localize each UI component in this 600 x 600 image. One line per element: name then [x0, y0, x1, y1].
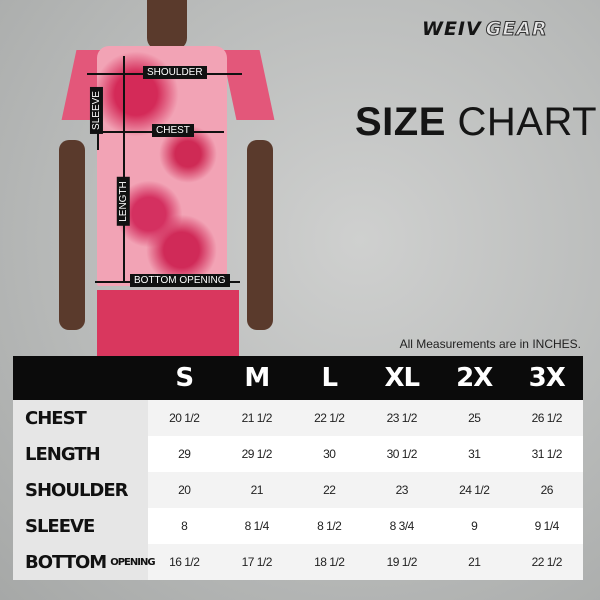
shorts	[97, 290, 239, 356]
table-row: BOTTOM OPENING 16 1/2 17 1/2 18 1/2 19 1/2 21 2…	[13, 544, 583, 580]
table-row: SHOULDER 20 21 22 23 24 1/2 26	[13, 472, 583, 508]
table-cell: 8 3/4	[389, 519, 415, 533]
table-cell: 30	[323, 447, 336, 461]
row-label: LENGTH	[13, 436, 148, 472]
units-note: All Measurements are in INCHES.	[399, 337, 581, 351]
size-xl: XL	[384, 363, 420, 393]
length-label: LENGTH	[116, 177, 130, 226]
table-cell: 23	[395, 483, 409, 497]
brand-logo: WEIV GEAR	[422, 18, 548, 41]
size-2x: 2X	[456, 363, 493, 393]
table-cell: 9 1/4	[534, 519, 560, 533]
model-diagram: SHOULDER CHEST SLEEVE LENGTH BOTTOM OPEN…	[55, 0, 285, 356]
row-label: SLEEVE	[13, 508, 148, 544]
table-cell: 24 1/2	[459, 483, 490, 497]
table-cell: 20	[178, 483, 191, 497]
size-header-row: S M L XL 2X 3X	[13, 356, 583, 400]
row-label: BOTTOM OPENING	[13, 544, 156, 580]
neck	[147, 0, 187, 50]
row-label: SHOULDER	[13, 472, 148, 508]
table-cell: 21	[468, 555, 481, 569]
table-cell: 25	[468, 411, 481, 425]
shoulder-label: SHOULDER	[143, 66, 207, 79]
table-row: CHEST 20 1/2 21 1/2 22 1/2 23 1/2 25 26 1/2	[13, 400, 583, 436]
table-cell: 31 1/2	[531, 447, 563, 461]
table-cell: 22 1/2	[314, 411, 345, 425]
sleeve-label: SLEEVE	[89, 87, 103, 134]
table-row: LENGTH 29 29 1/2 30 30 1/2 31 31 1/2	[13, 436, 583, 472]
table-cell: 26	[540, 483, 554, 497]
size-l: L	[321, 363, 338, 393]
table-cell: 20 1/2	[169, 411, 200, 425]
row-label: CHEST	[13, 400, 148, 436]
length-line	[123, 56, 125, 281]
table-cell: 19 1/2	[386, 555, 418, 569]
table-cell: 18 1/2	[314, 555, 345, 569]
bottom-opening-label: BOTTOM OPENING	[130, 274, 230, 287]
right-sleeve	[221, 50, 275, 120]
table-cell: 8	[181, 519, 188, 533]
left-arm	[59, 140, 85, 330]
table-cell: 22 1/2	[531, 555, 563, 569]
table-cell: 9	[471, 519, 478, 533]
size-3x: 3X	[528, 363, 566, 393]
table-cell: 8 1/2	[317, 519, 342, 533]
table-cell: 21 1/2	[241, 411, 273, 425]
table-row: SLEEVE 8 8 1/4 8 1/2 8 3/4 9 9 1/4	[13, 508, 583, 544]
chest-label: CHEST	[152, 124, 194, 137]
table-cell: 17 1/2	[241, 555, 273, 569]
table-cell: 16 1/2	[169, 555, 200, 569]
size-m: M	[244, 363, 270, 393]
table-cell: 29 1/2	[241, 447, 273, 461]
table-cell: 23 1/2	[386, 411, 418, 425]
table-cell: 30 1/2	[386, 447, 418, 461]
table-cell: 22	[323, 483, 336, 497]
size-s: S	[175, 363, 194, 393]
right-arm	[247, 140, 273, 330]
table-cell: 21	[250, 483, 264, 497]
table-cell: 29	[178, 447, 191, 461]
size-table: S M L XL 2X 3X CHEST 20 1/2 21 1/2 22 1/2 23…	[13, 356, 583, 580]
table-cell: 31	[468, 447, 481, 461]
tshirt	[97, 46, 227, 286]
page-title: SIZE CHART	[355, 100, 598, 144]
table-cell: 8 1/4	[244, 519, 270, 533]
table-cell: 26 1/2	[531, 411, 563, 425]
